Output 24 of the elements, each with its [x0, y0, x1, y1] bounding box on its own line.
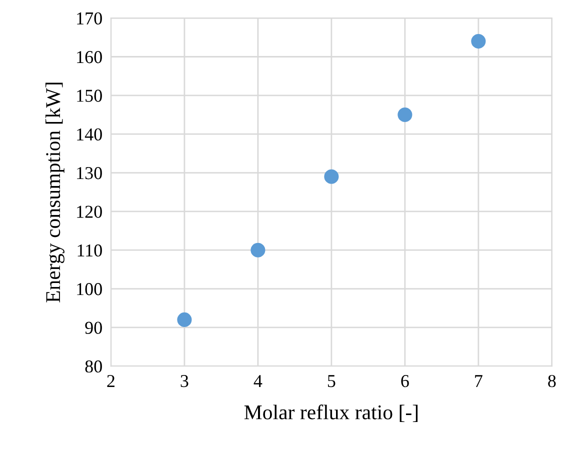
y-tick-label: 140: [77, 128, 102, 141]
y-tick-label: 170: [77, 12, 102, 25]
y-tick-label: 100: [77, 283, 102, 296]
point: [471, 34, 486, 49]
x-tick-label: 2: [107, 375, 114, 387]
y-tick-label: 160: [77, 51, 102, 64]
x-tick-label: 7: [475, 375, 482, 387]
point: [324, 169, 339, 184]
x-tick-label: 5: [328, 375, 336, 388]
y-tick-label: 110: [78, 244, 102, 257]
y-tick-label: 120: [77, 206, 102, 218]
y-axis-title: Energy consumption [kW]: [45, 82, 64, 302]
y-tick-label: 90: [85, 322, 102, 334]
x-tick-label: 4: [254, 375, 262, 387]
point: [177, 312, 192, 327]
x-tick-label: 6: [401, 375, 409, 388]
x-tick-label: 8: [548, 374, 556, 388]
x-axis-title: Molar reflux ratio [-]: [244, 404, 418, 422]
y-tick-label: 130: [77, 167, 102, 180]
point: [398, 107, 412, 122]
point: [250, 242, 266, 258]
y-tick-label: 80: [85, 360, 102, 373]
x-tick-label: 3: [180, 375, 188, 388]
y-tick-label: 150: [77, 90, 102, 102]
